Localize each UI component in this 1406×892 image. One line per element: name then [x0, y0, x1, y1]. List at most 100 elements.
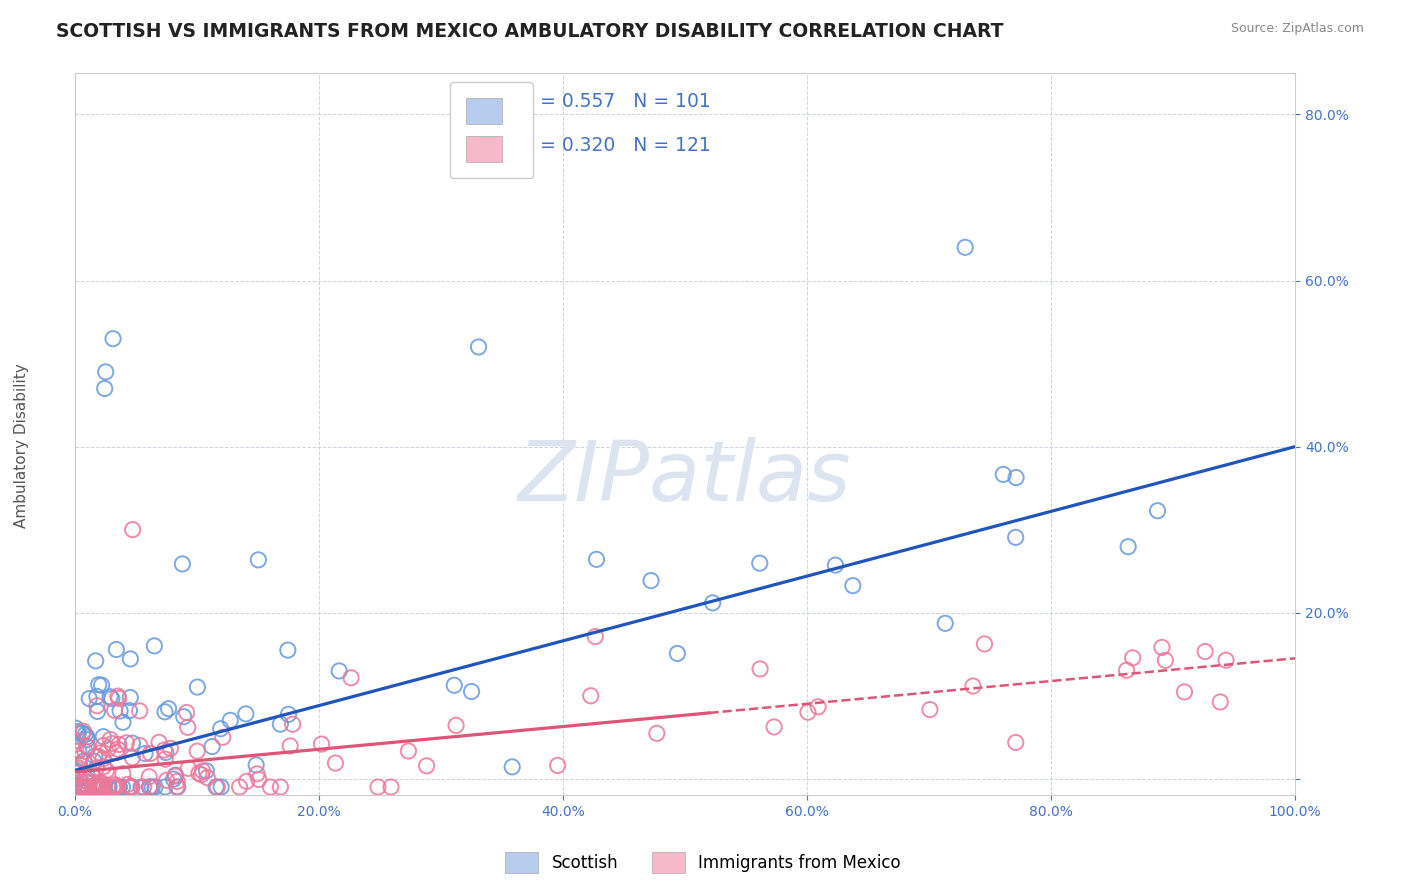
Point: [190, 768, 212, 782]
Point: [87, 780, 110, 794]
Point: [172, 557, 194, 571]
Point: [67, 734, 90, 748]
Point: [645, 726, 668, 740]
Point: [77, 691, 100, 706]
Point: [118, 704, 141, 718]
Point: [104, 703, 127, 717]
Point: [101, 737, 124, 751]
Point: [148, 735, 170, 749]
Point: [1122, 650, 1144, 665]
Point: [77, 780, 100, 794]
Point: [153, 705, 176, 719]
Point: [67, 780, 90, 794]
Point: [104, 778, 127, 792]
Point: [73, 754, 96, 768]
Point: [934, 616, 956, 631]
Point: [107, 780, 129, 794]
Point: [67, 780, 90, 794]
Point: [166, 780, 188, 794]
Point: [749, 662, 772, 676]
Point: [107, 689, 129, 703]
Point: [69, 780, 91, 794]
Point: [1116, 540, 1139, 554]
Point: [1209, 695, 1232, 709]
Point: [165, 769, 187, 783]
Point: [87, 749, 110, 764]
Point: [201, 739, 224, 754]
Point: [235, 774, 257, 789]
Point: [67, 772, 90, 786]
Text: R = 0.320   N = 121: R = 0.320 N = 121: [522, 136, 711, 154]
Point: [76, 730, 98, 744]
Point: [111, 780, 134, 794]
Text: ZIPatlas: ZIPatlas: [519, 437, 852, 518]
Point: [105, 746, 128, 760]
Point: [66, 763, 89, 777]
Point: [73, 744, 96, 758]
Point: [460, 684, 482, 698]
Point: [83, 754, 105, 768]
Point: [121, 523, 143, 537]
Point: [87, 775, 110, 789]
Point: [177, 720, 200, 734]
Point: [89, 780, 111, 794]
Point: [415, 759, 437, 773]
Point: [94, 365, 117, 379]
Point: [69, 780, 91, 794]
Legend: , : ,: [450, 82, 533, 178]
Point: [340, 671, 363, 685]
Point: [585, 552, 607, 566]
Point: [205, 780, 228, 794]
Point: [228, 780, 250, 794]
Point: [138, 770, 160, 784]
Point: [153, 743, 176, 757]
Point: [807, 699, 830, 714]
Point: [93, 382, 115, 396]
Point: [107, 742, 129, 756]
Point: [128, 704, 150, 718]
Point: [153, 780, 176, 794]
Point: [91, 730, 114, 744]
Point: [105, 780, 128, 794]
Point: [277, 707, 299, 722]
Point: [380, 780, 402, 794]
Point: [325, 756, 347, 770]
Point: [501, 760, 523, 774]
Point: [69, 751, 91, 765]
Point: [702, 596, 724, 610]
Point: [91, 752, 114, 766]
Point: [547, 758, 569, 772]
Point: [583, 630, 606, 644]
Point: [281, 717, 304, 731]
Point: [90, 678, 112, 692]
Point: [367, 780, 389, 794]
Point: [87, 678, 110, 692]
Point: [139, 780, 162, 794]
Point: [1146, 504, 1168, 518]
Point: [86, 780, 108, 794]
Point: [132, 780, 155, 794]
Point: [86, 761, 108, 775]
Point: [101, 332, 124, 346]
Point: [86, 777, 108, 791]
Point: [97, 742, 120, 756]
Point: [246, 767, 269, 781]
Point: [96, 764, 118, 778]
Legend: Scottish, Immigrants from Mexico: Scottish, Immigrants from Mexico: [498, 846, 908, 880]
Point: [93, 739, 115, 753]
Point: [1005, 470, 1028, 484]
Point: [177, 761, 200, 775]
Point: [1215, 653, 1237, 667]
Point: [121, 780, 143, 794]
Point: [105, 642, 128, 657]
Point: [666, 647, 689, 661]
Point: [278, 739, 301, 753]
Point: [166, 774, 188, 789]
Point: [797, 705, 820, 719]
Point: [748, 556, 770, 570]
Point: [83, 780, 105, 794]
Point: [72, 724, 94, 739]
Point: [139, 747, 162, 761]
Point: [70, 780, 93, 794]
Point: [121, 750, 143, 764]
